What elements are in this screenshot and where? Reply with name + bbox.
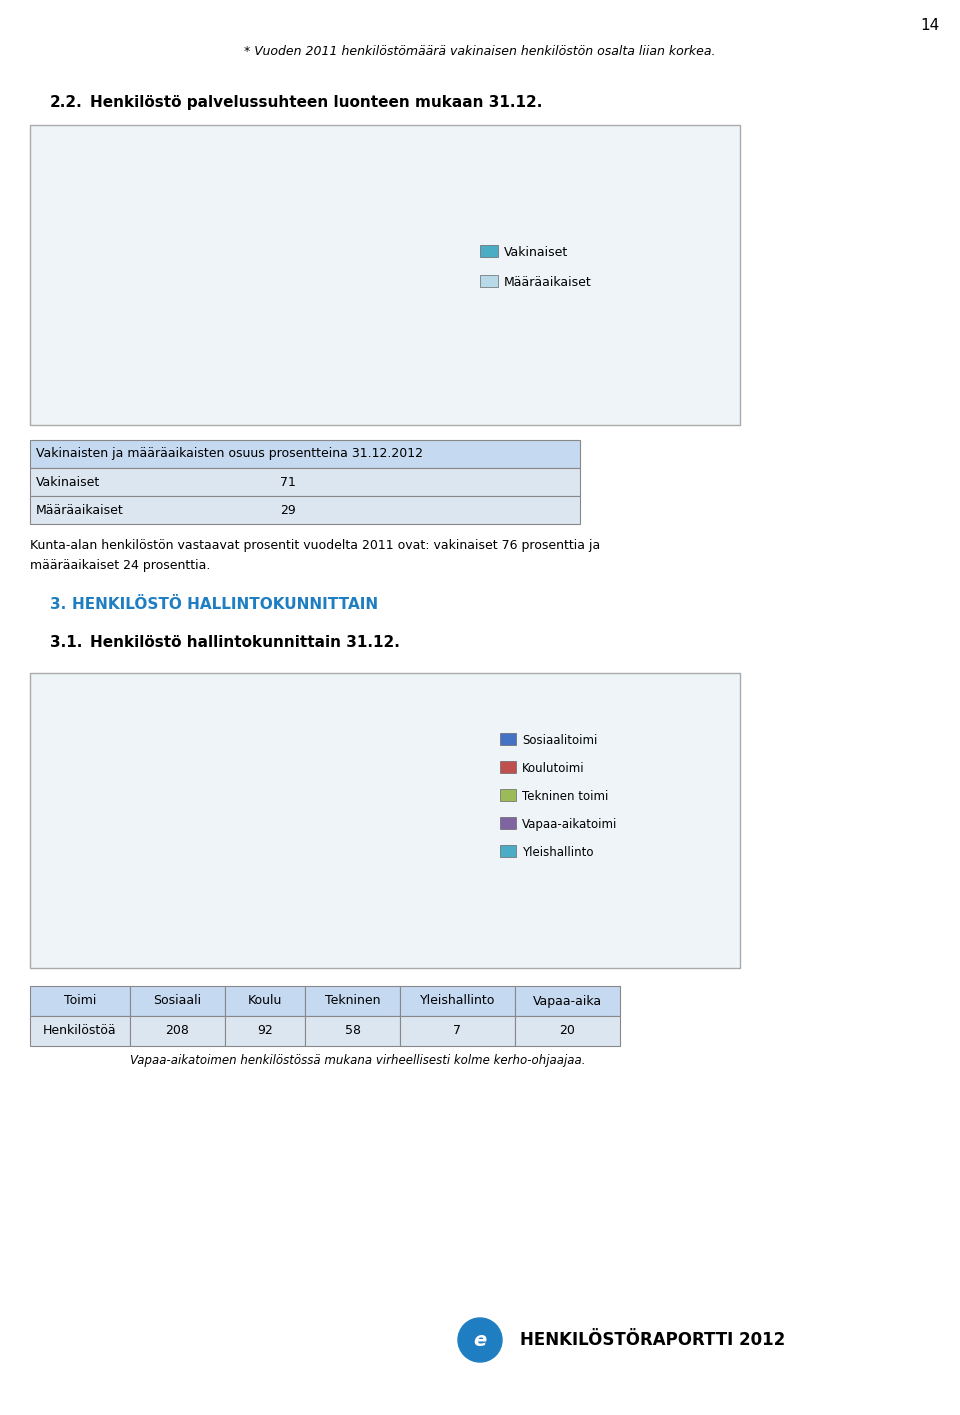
Text: 7: 7 — [453, 1024, 462, 1037]
Polygon shape — [94, 808, 180, 906]
Text: Kunta-alan henkilöstön vastaavat prosentit vuodelta 2011 ovat: vakinaiset 76 pro: Kunta-alan henkilöstön vastaavat prosent… — [30, 539, 600, 552]
Bar — [30, 497, 580, 524]
Bar — [30, 125, 740, 424]
Text: 208: 208 — [265, 819, 290, 832]
Text: Määräaikaiset: Määräaikaiset — [36, 504, 124, 516]
Text: Toimi: Toimi — [63, 995, 96, 1007]
Bar — [30, 674, 740, 968]
Text: 208: 208 — [165, 1024, 189, 1037]
Text: Määräaikaiset: Määräaikaiset — [504, 276, 591, 289]
Text: Koulu: Koulu — [248, 995, 282, 1007]
Bar — [305, 1016, 400, 1046]
Polygon shape — [180, 756, 324, 907]
Text: Vapaa-aikatoimi: Vapaa-aikatoimi — [522, 818, 617, 831]
Text: määräaikaiset 24 prosenttia.: määräaikaiset 24 prosenttia. — [30, 559, 210, 572]
Bar — [30, 468, 580, 497]
Bar — [130, 986, 225, 1016]
Text: 20: 20 — [181, 777, 198, 790]
Bar — [225, 986, 305, 1016]
Text: 3.1.: 3.1. — [50, 635, 83, 649]
Text: HENKILÖSTÖRAPORTTI 2012: HENKILÖSTÖRAPORTTI 2012 — [520, 1332, 785, 1348]
Polygon shape — [59, 170, 422, 381]
Bar — [500, 790, 516, 801]
Text: Vapaa-aika: Vapaa-aika — [533, 995, 602, 1007]
Polygon shape — [196, 756, 209, 778]
Text: 58: 58 — [345, 1024, 361, 1037]
Text: Yleishallinto: Yleishallinto — [522, 846, 593, 859]
Text: 58: 58 — [146, 790, 162, 804]
Text: 2.2.: 2.2. — [50, 95, 83, 110]
Polygon shape — [59, 170, 422, 410]
Bar — [400, 1016, 515, 1046]
Text: Sosiaali: Sosiaali — [154, 995, 202, 1007]
Polygon shape — [96, 761, 160, 831]
Text: Koulutoimi: Koulutoimi — [522, 763, 585, 775]
Polygon shape — [96, 761, 209, 821]
Text: 92: 92 — [142, 835, 159, 848]
Text: Henkilöstö palvelussuhteen luonteen mukaan 31.12.: Henkilöstö palvelussuhteen luonteen muka… — [90, 95, 542, 110]
Bar — [500, 845, 516, 857]
Text: 92: 92 — [257, 1024, 273, 1037]
Bar — [30, 1016, 130, 1046]
Polygon shape — [180, 756, 324, 886]
Bar — [515, 986, 620, 1016]
Text: Vapaa-aikatoimen henkilöstössä mukana virheellisesti kolme kerho-ohjaajaa.: Vapaa-aikatoimen henkilöstössä mukana vi… — [130, 1054, 586, 1067]
Text: HENKILÖSTÖ HALLINTOKUNNITTAIN: HENKILÖSTÖ HALLINTOKUNNITTAIN — [72, 597, 378, 613]
Bar — [400, 986, 515, 1016]
Polygon shape — [196, 756, 209, 821]
Circle shape — [458, 1317, 502, 1363]
Bar — [500, 816, 516, 829]
Text: Henkilöstö hallintokunnittain 31.12.: Henkilöstö hallintokunnittain 31.12. — [90, 635, 400, 649]
Bar — [225, 1016, 305, 1046]
Text: 14: 14 — [921, 18, 940, 33]
Text: 29: 29 — [280, 504, 296, 516]
Text: 3.: 3. — [50, 597, 66, 613]
Text: Tekninen toimi: Tekninen toimi — [522, 790, 609, 802]
Polygon shape — [94, 808, 209, 883]
Text: Vakinaiset: Vakinaiset — [504, 246, 568, 259]
Text: 71: 71 — [280, 475, 296, 488]
Bar — [500, 733, 516, 746]
Polygon shape — [53, 170, 238, 301]
Polygon shape — [53, 170, 238, 331]
Bar — [305, 986, 400, 1016]
Text: Tekninen: Tekninen — [324, 995, 380, 1007]
Text: Sosiaalitoimi: Sosiaalitoimi — [522, 734, 597, 747]
Text: 20: 20 — [560, 1024, 575, 1037]
Bar — [130, 1016, 225, 1046]
Bar — [30, 986, 130, 1016]
Polygon shape — [160, 756, 209, 821]
Bar — [500, 761, 516, 773]
Text: 7: 7 — [201, 775, 209, 788]
Polygon shape — [160, 756, 196, 784]
Text: e: e — [473, 1330, 487, 1350]
Bar — [480, 275, 498, 287]
Bar — [30, 440, 580, 468]
Text: Yleishallinto: Yleishallinto — [420, 995, 495, 1007]
Text: Henkilöstöä: Henkilöstöä — [43, 1024, 117, 1037]
Bar — [515, 1016, 620, 1046]
Text: Vakinaiset: Vakinaiset — [36, 475, 100, 488]
Text: * Vuoden 2011 henkilöstömäärä vakinaisen henkilöstön osalta liian korkea.: * Vuoden 2011 henkilöstömäärä vakinaisen… — [244, 45, 716, 58]
Bar — [480, 245, 498, 258]
Text: Vakinaisten ja määräaikaisten osuus prosentteina 31.12.2012: Vakinaisten ja määräaikaisten osuus pros… — [36, 447, 423, 460]
